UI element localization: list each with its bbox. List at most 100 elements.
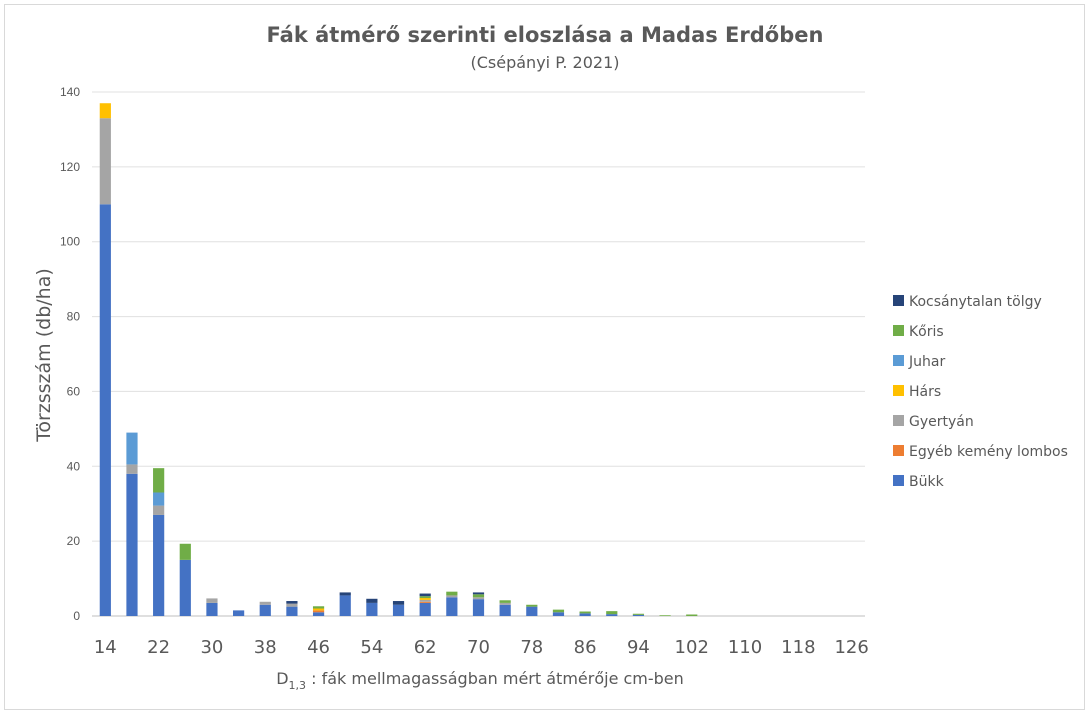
y-tick-label: 100 bbox=[60, 235, 80, 249]
bar-segment bbox=[419, 593, 431, 597]
bar-segment bbox=[153, 492, 165, 506]
bar-segment bbox=[392, 604, 405, 616]
legend-entry: Kőris bbox=[909, 324, 944, 340]
bar-segment bbox=[153, 505, 165, 515]
bar-segment bbox=[312, 606, 325, 609]
x-tick-label: 110 bbox=[728, 637, 762, 658]
bar-segment bbox=[526, 604, 538, 607]
y-tick-label: 120 bbox=[60, 160, 80, 174]
bar-segment bbox=[153, 468, 165, 493]
chart-title: Fák átmérő szerinti eloszlása a Madas Er… bbox=[267, 23, 824, 47]
bar-segment bbox=[99, 103, 111, 119]
bar-segment bbox=[419, 602, 431, 616]
legend: Kocsánytalan tölgy Kőris Juhar Hárs Gyertyán… bbox=[893, 294, 1068, 490]
bar-segment bbox=[472, 594, 485, 598]
bar-segment bbox=[126, 432, 138, 465]
bar-segment bbox=[632, 613, 645, 615]
bar-segment bbox=[552, 609, 565, 613]
legend-swatch bbox=[893, 295, 904, 306]
y-tick-label: 140 bbox=[60, 85, 80, 99]
x-axis-ticks: 14 22 30 38 46 54 62 70 78 86 94 102 110 118 126 bbox=[94, 637, 869, 658]
x-tick-label: 62 bbox=[414, 637, 437, 658]
chart-subtitle: (Csépányi P. 2021) bbox=[471, 53, 620, 72]
y-tick-label: 60 bbox=[67, 384, 81, 398]
bar-segment bbox=[472, 597, 485, 600]
y-tick-label: 40 bbox=[67, 459, 81, 473]
bar-segment bbox=[312, 608, 325, 611]
bar-segment bbox=[259, 601, 271, 605]
x-tick-label: 126 bbox=[834, 637, 868, 658]
y-tick-label: 80 bbox=[67, 310, 81, 324]
legend-entry: Egyéb kemény lombos bbox=[909, 444, 1068, 460]
x-axis-label-main: D bbox=[276, 669, 288, 688]
x-tick-label: 70 bbox=[467, 637, 490, 658]
bar-segment bbox=[606, 614, 618, 616]
bar-segment bbox=[526, 606, 538, 616]
legend-entry: Gyertyán bbox=[909, 414, 974, 430]
x-axis-label-rest: : fák mellmagasságban mért átmérője cm-b… bbox=[306, 669, 684, 688]
bar-segment bbox=[579, 611, 591, 614]
bar-segment bbox=[206, 602, 218, 616]
bar-segment bbox=[446, 591, 458, 596]
bar-segment bbox=[446, 595, 458, 598]
bar-segment bbox=[499, 602, 511, 605]
legend-swatch bbox=[893, 355, 904, 366]
x-tick-label: 102 bbox=[675, 637, 709, 658]
legend-swatch bbox=[893, 475, 904, 486]
bar-segment bbox=[419, 598, 431, 600]
bar-segment bbox=[659, 615, 671, 616]
legend-swatch bbox=[893, 445, 904, 456]
bars bbox=[99, 103, 698, 617]
x-tick-label: 22 bbox=[147, 637, 170, 658]
bar-segment bbox=[126, 464, 138, 474]
bar-segment bbox=[686, 614, 698, 616]
bar-segment bbox=[472, 599, 485, 616]
x-tick-label: 78 bbox=[520, 637, 543, 658]
x-tick-label: 118 bbox=[781, 637, 815, 658]
x-tick-label: 46 bbox=[307, 637, 330, 658]
bar-segment bbox=[419, 599, 431, 602]
y-tick-label: 0 bbox=[73, 609, 80, 623]
x-tick-label: 30 bbox=[200, 637, 223, 658]
bar-segment bbox=[259, 604, 271, 616]
bar-segment bbox=[99, 118, 111, 205]
bar-segment bbox=[366, 602, 378, 616]
x-tick-label: 86 bbox=[574, 637, 597, 658]
bar-segment bbox=[179, 559, 191, 616]
legend-entry: Bükk bbox=[909, 474, 945, 490]
bar-segment bbox=[339, 592, 351, 596]
y-axis-ticks: 0 20 40 60 80 100 120 140 bbox=[60, 85, 80, 623]
legend-swatch bbox=[893, 385, 904, 396]
bar-segment bbox=[99, 204, 111, 617]
bar-segment bbox=[472, 592, 485, 595]
bar-segment bbox=[206, 598, 218, 603]
bar-segment bbox=[312, 610, 325, 613]
legend-entry: Hárs bbox=[909, 384, 941, 400]
bar-segment bbox=[286, 601, 298, 604]
legend-entry: Kocsánytalan tölgy bbox=[909, 294, 1042, 310]
bar-segment bbox=[339, 595, 351, 616]
legend-swatch bbox=[893, 325, 904, 336]
x-tick-label: 14 bbox=[94, 637, 117, 658]
bar-segment bbox=[179, 543, 191, 560]
bar-segment bbox=[499, 600, 511, 603]
gridlines bbox=[92, 91, 865, 617]
bar-segment bbox=[126, 473, 138, 616]
bar-segment bbox=[153, 514, 165, 616]
bar-segment bbox=[606, 611, 618, 615]
bar-segment bbox=[312, 612, 325, 616]
y-tick-label: 20 bbox=[67, 534, 81, 548]
bar-segment bbox=[233, 610, 245, 616]
bar-segment bbox=[579, 613, 591, 616]
bar-segment bbox=[446, 597, 458, 616]
bar-segment bbox=[632, 614, 645, 616]
legend-swatch bbox=[893, 415, 904, 426]
bar-segment bbox=[419, 596, 431, 599]
x-axis-label: D1,3 : fák mellmagasságban mért átmérője… bbox=[276, 669, 684, 692]
x-tick-label: 94 bbox=[627, 637, 650, 658]
x-tick-label: 38 bbox=[254, 637, 277, 658]
bar-segment bbox=[286, 603, 298, 607]
bar-segment bbox=[366, 598, 378, 603]
x-axis-label-subscript: 1,3 bbox=[289, 679, 307, 692]
